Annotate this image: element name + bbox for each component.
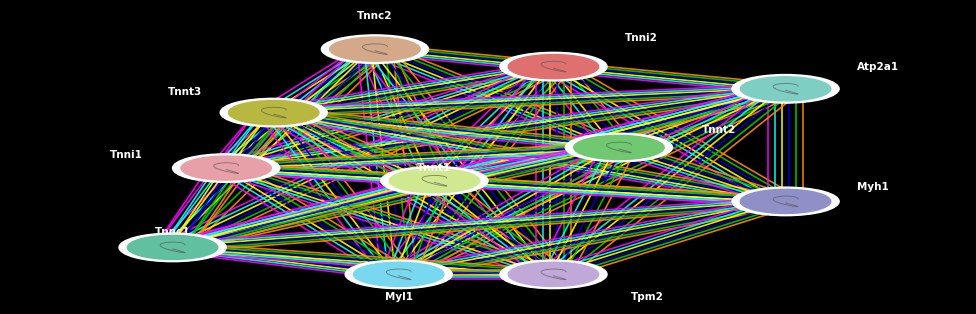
Circle shape [381,166,488,195]
Text: Tnnt1: Tnnt1 [418,163,452,173]
Circle shape [321,35,428,63]
Text: Tnni2: Tnni2 [625,33,658,43]
Circle shape [127,235,218,259]
Circle shape [221,98,327,127]
Circle shape [228,100,319,125]
Circle shape [741,189,831,214]
Circle shape [389,169,479,193]
Circle shape [732,74,839,103]
Text: Myh1: Myh1 [857,182,889,192]
Text: Tnnc1: Tnnc1 [155,226,190,236]
Circle shape [181,156,271,180]
Circle shape [741,77,831,101]
Circle shape [574,135,664,160]
Circle shape [346,260,452,289]
Text: Myl1: Myl1 [385,292,413,301]
Circle shape [500,260,607,289]
Circle shape [732,187,839,216]
Circle shape [173,154,280,182]
Text: Tpm2: Tpm2 [630,292,664,301]
Text: Atp2a1: Atp2a1 [857,62,899,72]
Circle shape [330,37,420,61]
Text: Tnnt2: Tnnt2 [703,125,737,135]
Circle shape [353,262,444,286]
Text: Tnnt3: Tnnt3 [168,87,202,97]
Circle shape [508,262,598,286]
Circle shape [565,133,672,162]
Circle shape [119,233,226,262]
Circle shape [500,52,607,81]
Text: Tnni1: Tnni1 [110,150,142,160]
Text: Tnnc2: Tnnc2 [357,11,392,21]
Circle shape [508,55,598,79]
